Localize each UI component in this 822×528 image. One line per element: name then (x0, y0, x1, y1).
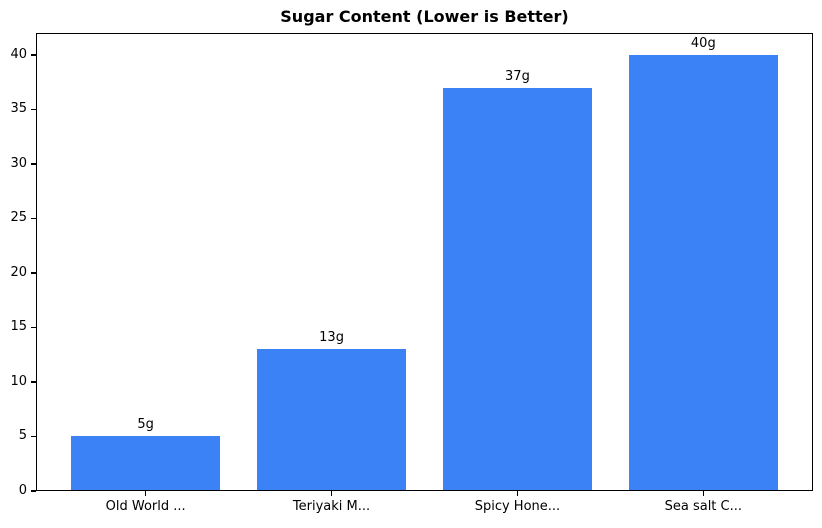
y-tick-label: 30 (10, 155, 27, 171)
y-tick-mark (31, 326, 36, 329)
plot-area: 5g 13g 37g 40g (36, 33, 813, 491)
x-tick-label: Spicy Hone... (474, 499, 561, 514)
x-tick-label: Sea salt C... (664, 499, 743, 514)
y-tick-mark (31, 108, 36, 111)
y-tick-mark (31, 490, 36, 492)
y-tick-mark (31, 381, 36, 383)
y-tick-label: 10 (10, 373, 27, 389)
y-tick-label: 0 (18, 483, 27, 498)
bar (443, 87, 592, 491)
x-tick-mark (516, 491, 519, 496)
x-tick-mark (144, 491, 147, 496)
bar (257, 349, 406, 491)
y-tick-label: 5 (18, 428, 27, 444)
y-tick-mark (31, 54, 36, 56)
y-tick-mark (31, 217, 36, 220)
x-tick-label: Old World ... (105, 499, 186, 514)
y-tick-mark (31, 435, 36, 438)
y-tick-mark (31, 272, 36, 274)
y-tick-mark (31, 163, 36, 165)
bar (628, 54, 778, 491)
bar-value-label: 37g (505, 68, 530, 84)
y-tick-label: 15 (10, 319, 27, 335)
y-tick-label: 20 (10, 264, 27, 280)
chart-title: Sugar Content (Lower is Better) (280, 7, 569, 26)
bar-value-label: 13g (319, 330, 344, 346)
x-tick-mark (702, 491, 705, 496)
x-tick-mark (330, 491, 333, 496)
bar-value-label: 40g (690, 35, 716, 51)
y-tick-label: 35 (10, 101, 27, 117)
bar-value-label: 5g (137, 417, 154, 433)
x-tick-label: Teriyaki M... (292, 499, 371, 514)
y-tick-label: 25 (10, 210, 27, 226)
bar (71, 436, 221, 491)
y-tick-label: 40 (10, 46, 27, 62)
